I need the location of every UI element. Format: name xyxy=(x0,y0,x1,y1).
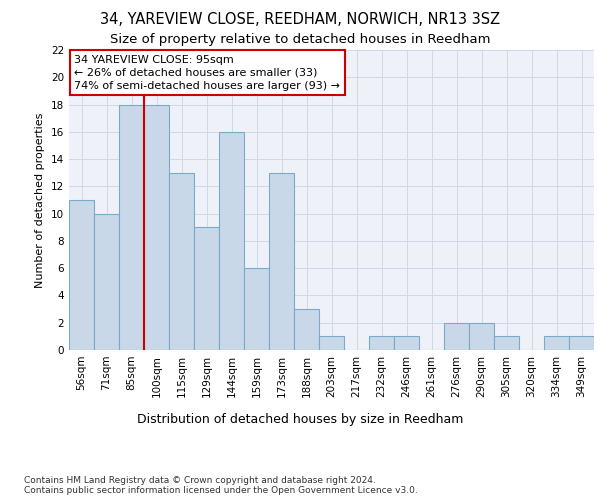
Bar xyxy=(269,172,294,350)
Text: Size of property relative to detached houses in Reedham: Size of property relative to detached ho… xyxy=(110,32,490,46)
Bar xyxy=(94,214,119,350)
Bar xyxy=(169,172,194,350)
Bar xyxy=(69,200,94,350)
Bar xyxy=(219,132,244,350)
Bar xyxy=(294,309,319,350)
Bar xyxy=(394,336,419,350)
Text: Contains HM Land Registry data © Crown copyright and database right 2024.
Contai: Contains HM Land Registry data © Crown c… xyxy=(24,476,418,495)
Bar xyxy=(569,336,594,350)
Bar xyxy=(319,336,344,350)
Text: Distribution of detached houses by size in Reedham: Distribution of detached houses by size … xyxy=(137,412,463,426)
Bar xyxy=(494,336,519,350)
Bar xyxy=(444,322,469,350)
Bar xyxy=(369,336,394,350)
Bar xyxy=(469,322,494,350)
Text: 34, YAREVIEW CLOSE, REEDHAM, NORWICH, NR13 3SZ: 34, YAREVIEW CLOSE, REEDHAM, NORWICH, NR… xyxy=(100,12,500,28)
Bar xyxy=(194,228,219,350)
Bar xyxy=(244,268,269,350)
Y-axis label: Number of detached properties: Number of detached properties xyxy=(35,112,46,288)
Bar xyxy=(119,104,144,350)
Bar xyxy=(544,336,569,350)
Text: 34 YAREVIEW CLOSE: 95sqm
← 26% of detached houses are smaller (33)
74% of semi-d: 34 YAREVIEW CLOSE: 95sqm ← 26% of detach… xyxy=(74,54,340,91)
Bar xyxy=(144,104,169,350)
